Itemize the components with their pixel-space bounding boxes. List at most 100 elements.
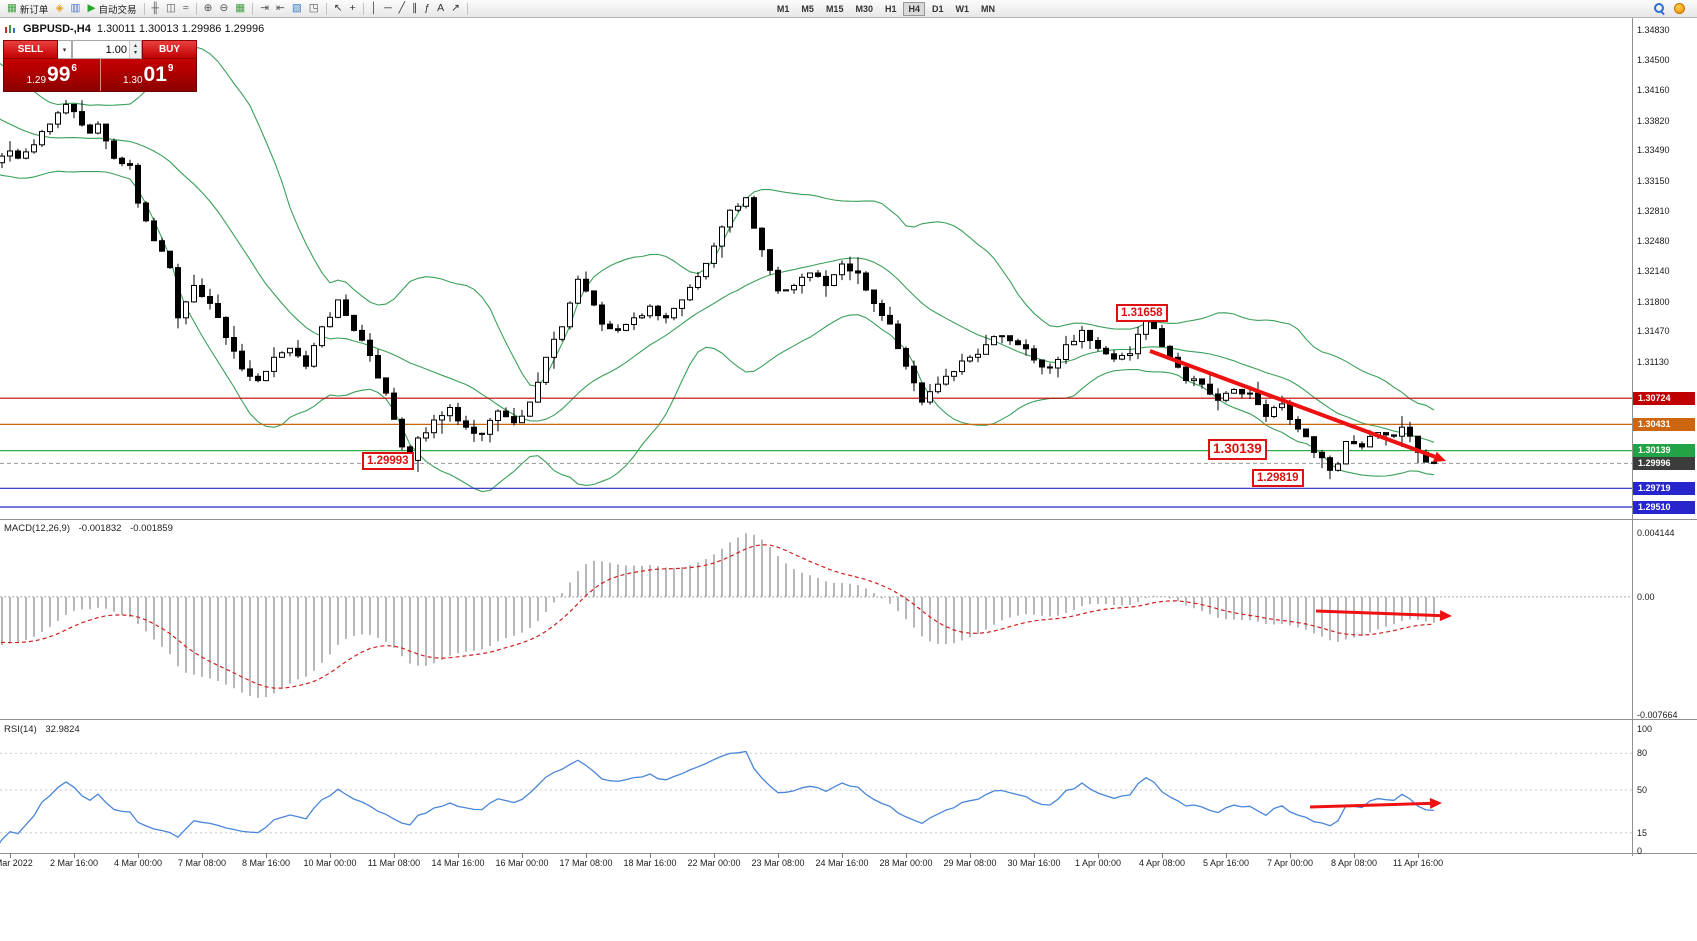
timeframe-m5[interactable]: M5 xyxy=(801,3,814,14)
price-chart-pane[interactable] xyxy=(0,17,1697,519)
arrows-tool[interactable]: ↗ xyxy=(448,1,463,16)
cursor[interactable]: ↖ xyxy=(331,1,346,16)
toolbar-separator xyxy=(362,2,364,15)
timeframe-w1[interactable]: W1 xyxy=(955,3,970,14)
time-axis-tick xyxy=(714,854,715,858)
chart-line[interactable]: ≈ xyxy=(180,1,192,16)
time-axis-label: 14 Mar 16:00 xyxy=(431,858,485,868)
notification-icon[interactable] xyxy=(1674,3,1685,14)
tile-windows-icon: ▦ xyxy=(235,2,246,14)
volume-dropdown[interactable]: ▾ xyxy=(58,40,72,59)
trendline[interactable]: ╱ xyxy=(396,1,408,16)
pane-separator[interactable] xyxy=(0,719,1697,720)
time-axis-label: 16 Mar 00:00 xyxy=(495,858,549,868)
toolbar-right-group xyxy=(1653,2,1693,15)
chart-shift[interactable]: ⇤ xyxy=(273,1,288,16)
toolbar-separator xyxy=(466,2,468,15)
time-axis-label: 4 Mar 00:00 xyxy=(113,858,163,868)
market-depth-icon: ▥ xyxy=(70,2,81,14)
time-axis-tick xyxy=(10,854,11,858)
toolbar-separator xyxy=(325,2,327,15)
crosshair[interactable]: + xyxy=(347,1,359,16)
spinner-down-icon[interactable]: ▾ xyxy=(133,49,137,56)
time-axis-tick xyxy=(1290,854,1291,858)
time-axis-label: 2 Mar 16:00 xyxy=(49,858,99,868)
ask-price[interactable]: 1.30 01 9 xyxy=(101,59,197,91)
new-order[interactable]: ▦ 新订单 xyxy=(4,1,51,16)
rsi-title: RSI(14) 32.9824 xyxy=(4,724,80,735)
chart-shift-icon: ⇤ xyxy=(276,2,285,14)
chart-bars-icon: ╫ xyxy=(151,2,159,14)
dropdown-arrow-icon: ▾ xyxy=(62,46,67,54)
time-axis-label: 28 Mar 00:00 xyxy=(879,858,933,868)
pane-separator[interactable] xyxy=(0,519,1697,520)
time-axis-tick xyxy=(1226,854,1227,858)
rsi-name: RSI(14) xyxy=(4,724,37,735)
tile-windows[interactable]: ▦ xyxy=(232,1,248,16)
timeframe-m30[interactable]: M30 xyxy=(855,3,873,14)
oct-price-row: 1.29 99 6 1.30 01 9 xyxy=(3,59,197,92)
sell-button[interactable]: SELL xyxy=(3,40,58,59)
autotr​ading[interactable]: ▶ 自动交易 xyxy=(84,1,139,16)
bid-price[interactable]: 1.29 99 6 xyxy=(4,59,100,91)
search-icon[interactable] xyxy=(1653,2,1666,15)
macd-value-1: -0.001832 xyxy=(78,523,122,534)
time-axis-tick xyxy=(970,854,971,858)
timeframe-d1[interactable]: D1 xyxy=(932,3,944,14)
new-order-label: 新订单 xyxy=(19,4,49,16)
new-chart[interactable]: ▧ xyxy=(289,1,305,16)
time-axis-tick xyxy=(202,854,203,858)
time-axis-label: 23 Mar 08:00 xyxy=(751,858,805,868)
chart-candles[interactable]: ◫ xyxy=(163,1,179,16)
pane-separator xyxy=(0,853,1697,854)
time-axis-label: 5 Apr 16:00 xyxy=(1202,858,1250,868)
timeframe-m15[interactable]: M15 xyxy=(825,3,844,14)
spinner-up-icon[interactable]: ▴ xyxy=(133,42,137,49)
time-axis-label: 1 Mar 2022 xyxy=(0,858,33,868)
timeframe-h1[interactable]: H1 xyxy=(884,3,897,14)
time-axis-label: 24 Mar 16:00 xyxy=(815,858,869,868)
profiles[interactable]: ◳ xyxy=(306,1,322,16)
timeframe-h4[interactable]: H4 xyxy=(903,1,925,16)
market-depth[interactable]: ▥ xyxy=(68,1,84,16)
time-axis-tick xyxy=(330,854,331,858)
time-axis-label: 22 Mar 00:00 xyxy=(687,858,741,868)
time-axis-tick xyxy=(266,854,267,858)
time-axis-tick xyxy=(842,854,843,858)
zoom-out[interactable]: ⊖ xyxy=(216,1,231,16)
zoom-out-icon: ⊖ xyxy=(219,2,229,14)
bottom-margin xyxy=(0,877,1697,941)
fibonacci[interactable]: ƒ xyxy=(421,1,433,16)
oct-divider xyxy=(99,59,101,91)
macd-name: MACD(12,26,9) xyxy=(4,523,70,534)
rsi-value: 32.9824 xyxy=(45,724,80,735)
arrows-tool-icon: ↗ xyxy=(451,2,460,14)
time-axis-tick xyxy=(138,854,139,858)
chart-bars[interactable]: ╫ xyxy=(149,1,162,16)
text-label[interactable]: A xyxy=(434,1,447,16)
timeframe-mn[interactable]: MN xyxy=(981,3,996,14)
toolbar: ▦ 新订单 ◈ ▥ ▶ 自动交易 ╫ ◫ ≈ ⊕ ⊖ ▦ ⇥ ⇤ ▧ ◳ ↖ + │ ─ ╱ ∥ ƒ A ↗ M1 M5 M15 M3… xyxy=(0,0,1697,18)
horizontal-line[interactable]: ─ xyxy=(381,1,394,16)
timeframe-m1[interactable]: M1 xyxy=(776,3,790,14)
volume-spinner[interactable]: ▴ ▾ xyxy=(129,41,141,58)
auto-scroll[interactable]: ⇥ xyxy=(257,1,272,16)
buy-button[interactable]: BUY xyxy=(142,40,197,59)
zoom-in[interactable]: ⊕ xyxy=(201,1,216,16)
rsi-pane[interactable] xyxy=(0,721,1697,853)
bid-big: 99 xyxy=(47,63,71,86)
macd-pane[interactable] xyxy=(0,520,1697,719)
time-axis-tick xyxy=(1098,854,1099,858)
chart-candles-icon: ◫ xyxy=(165,2,176,14)
auto-scroll-icon: ⇥ xyxy=(260,2,270,14)
fibonacci-icon: ƒ xyxy=(424,2,431,14)
favorites[interactable]: ◈ xyxy=(52,1,66,16)
equidistant-channel[interactable]: ∥ xyxy=(409,1,420,16)
time-axis-label: 29 Mar 08:00 xyxy=(943,858,997,868)
time-axis-tick xyxy=(586,854,587,858)
volume-input[interactable] xyxy=(73,41,141,58)
time-axis-label: 11 Mar 08:00 xyxy=(367,858,421,868)
vertical-line[interactable]: │ xyxy=(368,1,381,16)
